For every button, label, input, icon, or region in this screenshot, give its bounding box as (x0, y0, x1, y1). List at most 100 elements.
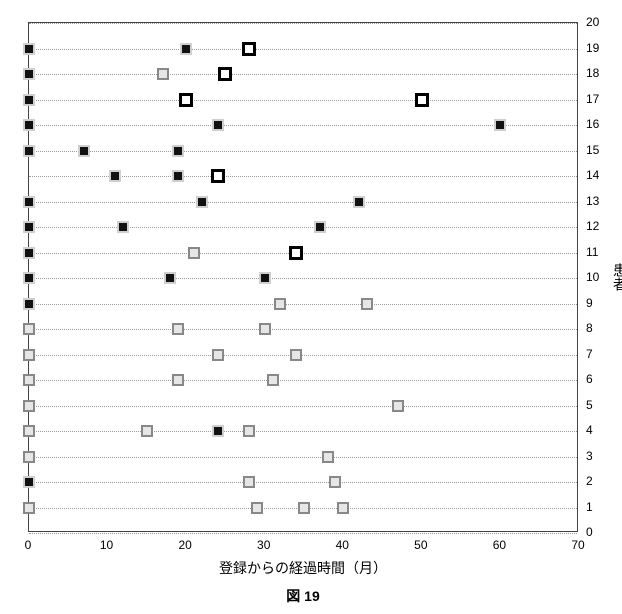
data-marker (78, 145, 90, 157)
data-marker (392, 400, 404, 412)
data-marker (23, 221, 35, 233)
gridline (29, 278, 577, 279)
data-marker (179, 93, 193, 107)
data-marker (23, 323, 35, 335)
gridline (29, 23, 577, 24)
x-tick-label: 50 (414, 538, 427, 552)
x-tick-label: 0 (25, 538, 32, 552)
data-marker (259, 323, 271, 335)
data-marker (251, 502, 263, 514)
data-marker (172, 323, 184, 335)
x-tick-label: 20 (178, 538, 191, 552)
gridline (29, 304, 577, 305)
data-marker (172, 374, 184, 386)
data-marker (267, 374, 279, 386)
x-tick-label: 60 (493, 538, 506, 552)
y-tick-label: 15 (586, 143, 599, 157)
y-tick-label: 14 (586, 168, 599, 182)
x-tick-label: 30 (257, 538, 270, 552)
y-tick-label: 9 (586, 296, 593, 310)
y-tick-label: 20 (586, 15, 599, 29)
data-marker (259, 272, 271, 284)
data-marker (23, 374, 35, 386)
data-marker (117, 221, 129, 233)
data-marker (196, 196, 208, 208)
data-marker (415, 93, 429, 107)
gridline (29, 329, 577, 330)
y-tick-label: 8 (586, 321, 593, 335)
y-tick-label: 6 (586, 372, 593, 386)
data-marker (172, 145, 184, 157)
data-marker (23, 119, 35, 131)
gridline (29, 431, 577, 432)
y-tick-label: 17 (586, 92, 599, 106)
y-axis-label: 患者 (610, 263, 622, 291)
gridline (29, 380, 577, 381)
data-marker (23, 68, 35, 80)
figure-container: 0102030405060700123456789101112131415161… (0, 0, 622, 614)
y-tick-label: 10 (586, 270, 599, 284)
data-marker (180, 43, 192, 55)
data-marker (141, 425, 153, 437)
data-marker (243, 476, 255, 488)
data-marker (23, 298, 35, 310)
data-marker (314, 221, 326, 233)
data-marker (23, 476, 35, 488)
gridline (29, 151, 577, 152)
y-tick-label: 16 (586, 117, 599, 131)
data-marker (172, 170, 184, 182)
y-tick-label: 19 (586, 41, 599, 55)
y-tick-label: 3 (586, 449, 593, 463)
plot-area (28, 22, 578, 532)
data-marker (298, 502, 310, 514)
y-tick-label: 12 (586, 219, 599, 233)
x-axis-label: 登録からの経過時間（月） (219, 558, 387, 578)
data-marker (274, 298, 286, 310)
data-marker (494, 119, 506, 131)
data-marker (361, 298, 373, 310)
gridline (29, 227, 577, 228)
data-marker (188, 247, 200, 259)
data-marker (322, 451, 334, 463)
y-tick-label: 11 (586, 245, 598, 259)
data-marker (242, 42, 256, 56)
gridline (29, 74, 577, 75)
data-marker (353, 196, 365, 208)
y-tick-label: 4 (586, 423, 593, 437)
data-marker (23, 451, 35, 463)
y-tick-label: 18 (586, 66, 599, 80)
y-tick-label: 13 (586, 194, 599, 208)
data-marker (23, 349, 35, 361)
y-tick-label: 5 (586, 398, 593, 412)
y-tick-label: 1 (586, 500, 593, 514)
data-marker (290, 349, 302, 361)
x-tick-label: 40 (336, 538, 349, 552)
figure-caption: 図 19 (286, 586, 319, 606)
gridline (29, 100, 577, 101)
data-marker (109, 170, 121, 182)
data-marker (23, 43, 35, 55)
x-tick-label: 70 (571, 538, 584, 552)
data-marker (212, 119, 224, 131)
data-marker (218, 67, 232, 81)
data-marker (212, 425, 224, 437)
gridline (29, 406, 577, 407)
gridline (29, 533, 577, 534)
data-marker (211, 169, 225, 183)
data-marker (23, 502, 35, 514)
data-marker (212, 349, 224, 361)
x-tick-label: 10 (100, 538, 113, 552)
data-marker (329, 476, 341, 488)
y-tick-label: 2 (586, 474, 593, 488)
data-marker (23, 425, 35, 437)
data-marker (289, 246, 303, 260)
data-marker (23, 196, 35, 208)
data-marker (23, 247, 35, 259)
y-tick-label: 7 (586, 347, 593, 361)
gridline (29, 49, 577, 50)
data-marker (164, 272, 176, 284)
gridline (29, 482, 577, 483)
y-tick-label: 0 (586, 525, 593, 539)
data-marker (23, 272, 35, 284)
data-marker (23, 94, 35, 106)
